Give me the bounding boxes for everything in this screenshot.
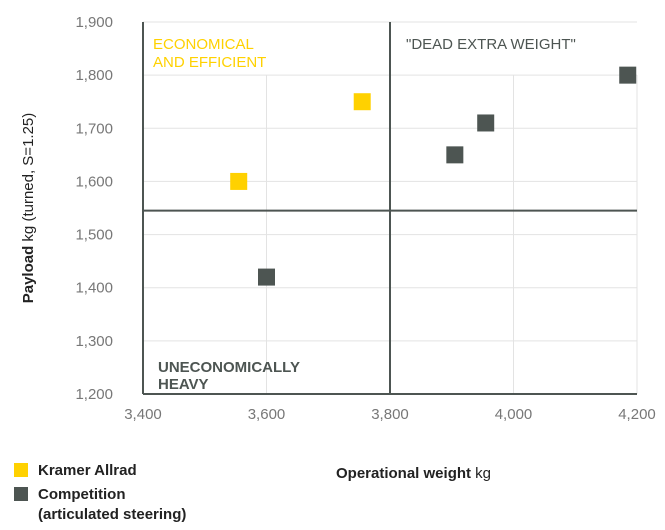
quadrant-label-economical: ECONOMICAL xyxy=(153,36,254,53)
data-point-kramer xyxy=(353,93,371,111)
quadrant-label-uneconomical: HEAVY xyxy=(158,376,209,393)
x-tick-label: 4,200 xyxy=(618,406,656,423)
y-tick-label: 1,500 xyxy=(75,227,113,244)
y-tick-label: 1,300 xyxy=(75,333,113,350)
quadrant-label-dead-weight: "DEAD EXTRA WEIGHT" xyxy=(406,36,576,53)
y-tick-label: 1,800 xyxy=(75,67,113,84)
x-tick-label: 3,400 xyxy=(124,406,162,423)
data-point-competition xyxy=(446,146,464,164)
data-point-competition xyxy=(477,114,495,132)
data-point-competition xyxy=(619,66,637,84)
x-tick-label: 3,600 xyxy=(248,406,286,423)
legend-label-competition: Competition (articulated steering) xyxy=(38,486,187,523)
data-point-competition xyxy=(258,268,275,286)
x-tick-label: 4,000 xyxy=(495,406,533,423)
x-tick-label: 3,800 xyxy=(371,406,409,423)
y-tick-label: 1,200 xyxy=(75,386,113,403)
legend-swatch-kramer xyxy=(14,463,28,477)
y-tick-label: 1,700 xyxy=(75,120,113,137)
y-tick-label: 1,600 xyxy=(75,173,113,190)
legend-label-kramer: Kramer Allrad xyxy=(38,462,137,479)
legend-item-competition: Competition (articulated steering) xyxy=(14,485,186,525)
legend: Kramer Allrad Competition (articulated s… xyxy=(14,461,186,529)
legend-item-kramer: Kramer Allrad xyxy=(14,461,186,481)
quadrant-label-uneconomical: UNECONOMICALLY xyxy=(158,359,300,376)
legend-swatch-competition xyxy=(14,487,28,501)
y-tick-label: 1,400 xyxy=(75,280,113,297)
data-point-kramer xyxy=(230,172,248,190)
y-axis-label: Payload kg (turned, S=1.25) xyxy=(20,113,37,304)
x-axis-label: Operational weight kg xyxy=(336,465,492,482)
y-tick-label: 1,900 xyxy=(75,14,113,31)
quadrant-label-economical: AND EFFICIENT xyxy=(153,54,266,71)
scatter-chart: 3,400 3,600 3,800 4,000 4,200 1,200 1,300 1,400… xyxy=(20,14,656,423)
